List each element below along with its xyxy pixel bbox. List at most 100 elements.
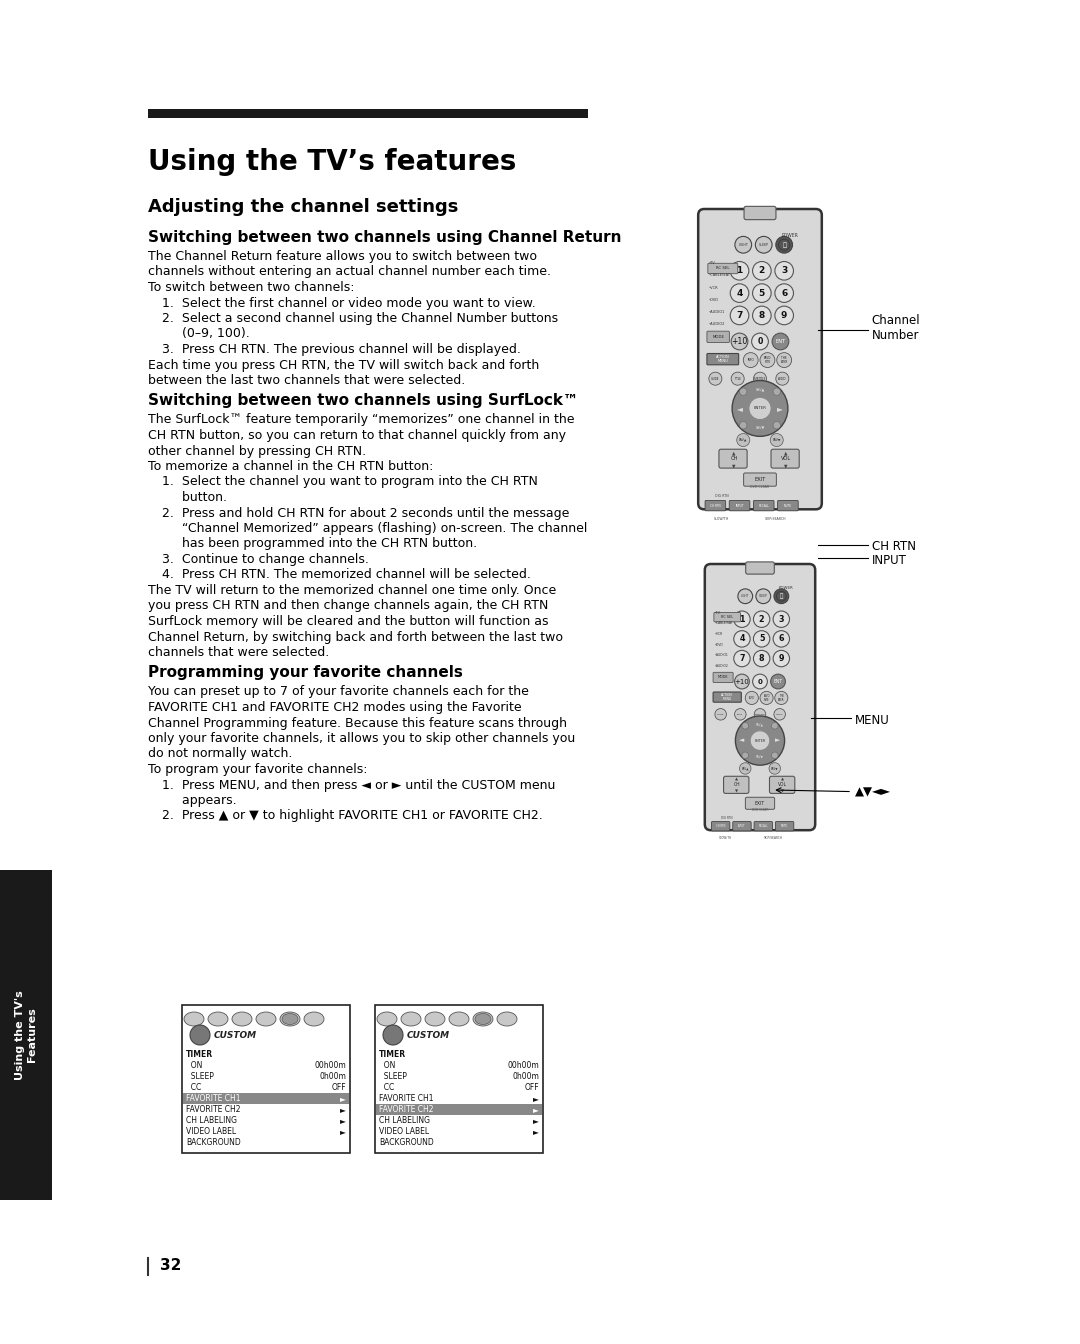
Text: you press CH RTN and then change channels again, the CH RTN: you press CH RTN and then change channel… — [148, 599, 549, 613]
Text: channels that were selected.: channels that were selected. — [148, 646, 329, 659]
Text: ▲: ▲ — [784, 450, 787, 456]
Text: SLEEP: SLEEP — [759, 243, 769, 247]
Circle shape — [730, 262, 748, 280]
Text: ACTION
MENU: ACTION MENU — [721, 692, 733, 702]
Bar — [376, 1103, 542, 1116]
Ellipse shape — [184, 1012, 204, 1025]
Circle shape — [771, 675, 785, 689]
FancyBboxPatch shape — [745, 562, 774, 574]
FancyBboxPatch shape — [705, 564, 815, 831]
Text: 0: 0 — [757, 337, 762, 345]
Circle shape — [742, 723, 748, 728]
Text: 8: 8 — [759, 655, 765, 663]
Text: •AUDIO2: •AUDIO2 — [715, 664, 729, 668]
Circle shape — [775, 237, 793, 253]
FancyBboxPatch shape — [754, 821, 772, 831]
Circle shape — [756, 589, 771, 603]
Circle shape — [733, 612, 751, 628]
Text: •CABLE/SAT: •CABLE/SAT — [708, 273, 731, 277]
Text: •TV: •TV — [715, 610, 720, 614]
Text: FAVO
RITE: FAVO RITE — [764, 356, 771, 364]
Text: 5: 5 — [759, 289, 765, 297]
Text: SKIP/SEARCH: SKIP/SEARCH — [765, 836, 783, 840]
Text: 00h00m: 00h00m — [508, 1060, 539, 1070]
Text: The SurfLock™ feature temporarily “memorizes” one channel in the: The SurfLock™ feature temporarily “memor… — [148, 414, 575, 426]
Circle shape — [754, 372, 767, 386]
Text: TITLE: TITLE — [734, 376, 741, 380]
Text: 6: 6 — [779, 634, 784, 644]
Text: 1: 1 — [737, 266, 743, 276]
Text: Channel
Number: Channel Number — [872, 314, 920, 341]
Text: BACKGROUND: BACKGROUND — [379, 1138, 434, 1146]
Circle shape — [775, 372, 788, 386]
Text: ►: ► — [534, 1105, 539, 1114]
Circle shape — [751, 731, 770, 750]
Text: Switching between two channels using SurfLock™: Switching between two channels using Sur… — [148, 394, 578, 409]
Ellipse shape — [208, 1012, 228, 1025]
Text: ►: ► — [340, 1094, 346, 1103]
Circle shape — [769, 762, 781, 774]
Circle shape — [773, 612, 789, 628]
FancyBboxPatch shape — [771, 449, 799, 468]
Text: 6: 6 — [781, 289, 787, 297]
Text: FAV▼: FAV▼ — [772, 438, 781, 442]
Circle shape — [774, 589, 788, 603]
Text: ENTER: ENTER — [754, 739, 766, 742]
Text: FAV▼: FAV▼ — [771, 766, 779, 770]
Circle shape — [738, 589, 753, 603]
Text: between the last two channels that were selected.: between the last two channels that were … — [148, 374, 465, 387]
Circle shape — [779, 239, 789, 250]
Text: DIG RTN: DIG RTN — [720, 816, 732, 820]
Text: INPUT: INPUT — [735, 504, 744, 508]
Text: RECALL: RECALL — [758, 824, 768, 828]
Text: 3: 3 — [779, 614, 784, 624]
Text: appears.: appears. — [162, 794, 237, 806]
Text: VIDEO LABEL: VIDEO LABEL — [379, 1128, 429, 1136]
Ellipse shape — [282, 1013, 298, 1024]
Text: +10: +10 — [734, 679, 750, 684]
Text: CH RTN button, so you can return to that channel quickly from any: CH RTN button, so you can return to that… — [148, 429, 566, 442]
Text: FAVORITE CH1: FAVORITE CH1 — [186, 1094, 241, 1103]
FancyBboxPatch shape — [769, 777, 795, 793]
Text: INFO: INFO — [747, 358, 754, 362]
Text: do not normally watch.: do not normally watch. — [148, 747, 293, 761]
Text: only your favorite channels, it allows you to skip other channels you: only your favorite channels, it allows y… — [148, 732, 576, 745]
Circle shape — [772, 333, 788, 349]
Text: VOL: VOL — [781, 456, 792, 461]
Circle shape — [774, 708, 785, 720]
Ellipse shape — [475, 1013, 491, 1024]
Text: CC: CC — [186, 1083, 201, 1091]
Text: THE
ATER: THE ATER — [778, 694, 784, 702]
FancyBboxPatch shape — [744, 207, 775, 219]
Text: MENU: MENU — [855, 714, 890, 727]
Text: ◄: ◄ — [737, 405, 743, 413]
Circle shape — [748, 398, 771, 419]
Text: 9: 9 — [779, 655, 784, 663]
Text: Each time you press CH RTN, the TV will switch back and forth: Each time you press CH RTN, the TV will … — [148, 359, 539, 371]
Text: CUSTOM: CUSTOM — [214, 1031, 257, 1039]
FancyBboxPatch shape — [754, 500, 774, 511]
Text: Programming your favorite channels: Programming your favorite channels — [148, 665, 463, 680]
Text: FAV▲: FAV▲ — [742, 766, 750, 770]
Text: ▲: ▲ — [732, 450, 735, 456]
Text: INPUT: INPUT — [872, 554, 906, 567]
Text: FAV▼: FAV▼ — [755, 425, 765, 429]
Text: ◄: ◄ — [740, 738, 744, 743]
FancyBboxPatch shape — [732, 821, 752, 831]
Text: ►: ► — [534, 1094, 539, 1103]
Text: 5: 5 — [759, 634, 765, 644]
FancyBboxPatch shape — [713, 692, 741, 702]
Ellipse shape — [280, 1012, 300, 1025]
Text: 2.  Press ▲ or ▼ to highlight FAVORITE CH1 or FAVORITE CH2.: 2. Press ▲ or ▼ to highlight FAVORITE CH… — [162, 809, 543, 823]
Text: Channel Programming feature. Because this feature scans through: Channel Programming feature. Because thi… — [148, 716, 567, 730]
Text: 3.  Continue to change channels.: 3. Continue to change channels. — [162, 552, 369, 566]
Circle shape — [754, 612, 770, 628]
Circle shape — [737, 434, 750, 446]
Text: SLEEP: SLEEP — [759, 594, 768, 598]
Text: SLEEP: SLEEP — [186, 1073, 214, 1081]
Text: channels without entering an actual channel number each time.: channels without entering an actual chan… — [148, 266, 551, 278]
Ellipse shape — [303, 1012, 324, 1025]
Bar — [375, 1005, 543, 1153]
Circle shape — [770, 434, 783, 446]
FancyBboxPatch shape — [712, 821, 730, 831]
